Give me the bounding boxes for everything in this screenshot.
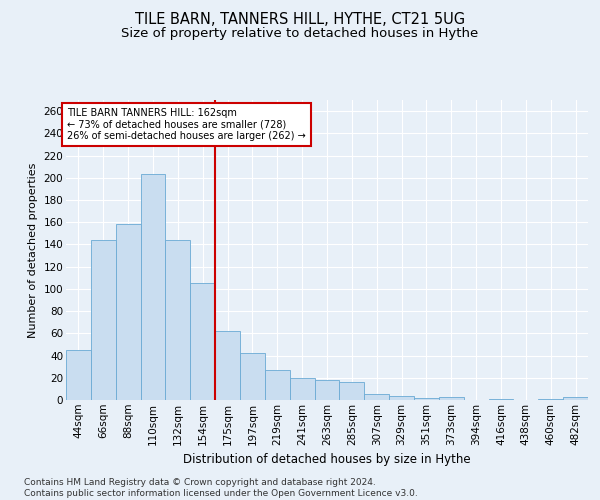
Bar <box>265 370 290 400</box>
Bar <box>166 240 190 400</box>
Bar <box>364 394 389 400</box>
Bar <box>314 380 340 400</box>
Bar <box>563 396 588 400</box>
Bar <box>140 174 166 400</box>
Bar <box>290 378 314 400</box>
Bar <box>439 396 464 400</box>
X-axis label: Distribution of detached houses by size in Hythe: Distribution of detached houses by size … <box>183 453 471 466</box>
Text: TILE BARN TANNERS HILL: 162sqm
← 73% of detached houses are smaller (728)
26% of: TILE BARN TANNERS HILL: 162sqm ← 73% of … <box>67 108 306 141</box>
Bar <box>190 284 215 400</box>
Bar <box>240 354 265 400</box>
Bar <box>414 398 439 400</box>
Bar <box>538 399 563 400</box>
Bar <box>215 331 240 400</box>
Bar <box>389 396 414 400</box>
Bar <box>91 240 116 400</box>
Bar <box>340 382 364 400</box>
Y-axis label: Number of detached properties: Number of detached properties <box>28 162 38 338</box>
Bar <box>116 224 140 400</box>
Bar <box>66 350 91 400</box>
Text: Size of property relative to detached houses in Hythe: Size of property relative to detached ho… <box>121 28 479 40</box>
Bar <box>488 399 514 400</box>
Text: Contains HM Land Registry data © Crown copyright and database right 2024.
Contai: Contains HM Land Registry data © Crown c… <box>24 478 418 498</box>
Text: TILE BARN, TANNERS HILL, HYTHE, CT21 5UG: TILE BARN, TANNERS HILL, HYTHE, CT21 5UG <box>135 12 465 28</box>
